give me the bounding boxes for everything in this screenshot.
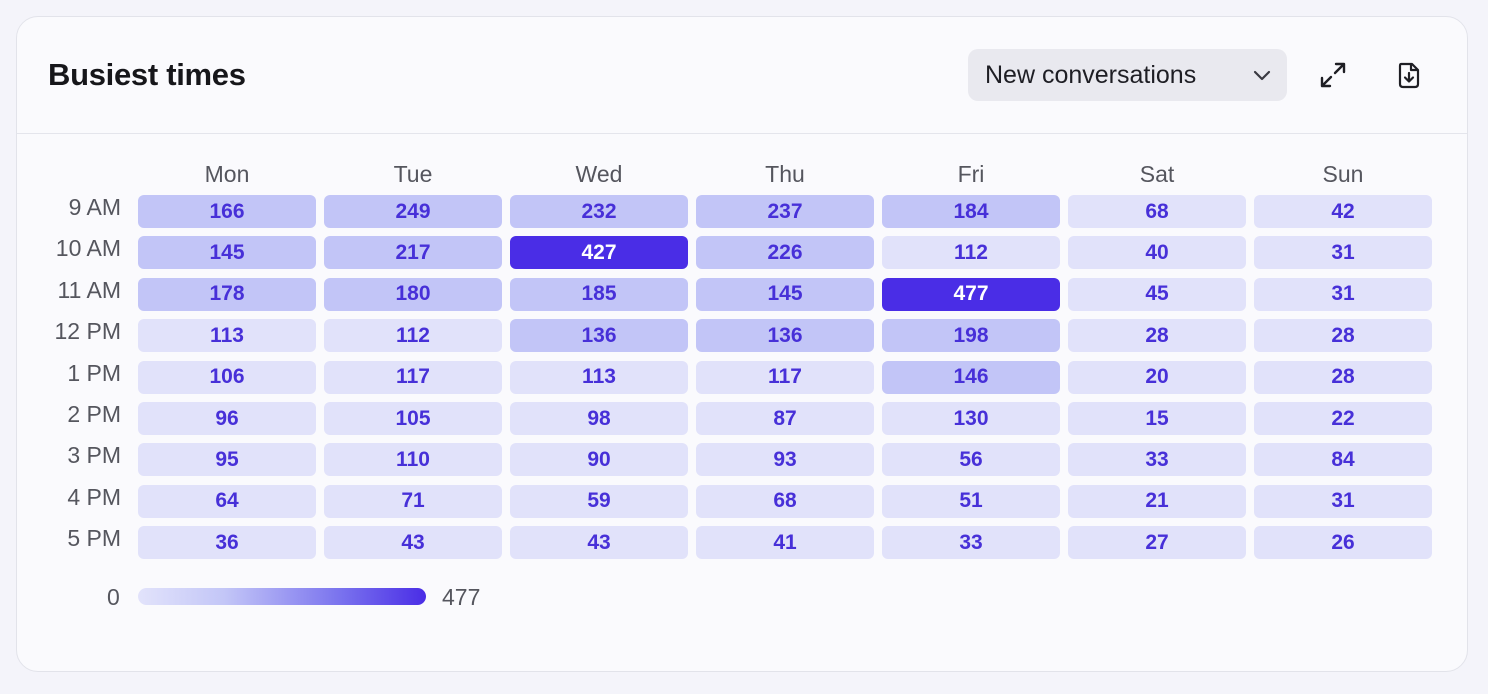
legend-gradient-bar bbox=[138, 588, 426, 605]
day-label-thu: Thu bbox=[765, 161, 805, 187]
heatmap-cell[interactable]: 113 bbox=[138, 319, 316, 353]
card-title: Busiest times bbox=[48, 57, 246, 92]
day-label-sat: Sat bbox=[1139, 161, 1175, 187]
heatmap-cell[interactable]: 232 bbox=[510, 195, 688, 228]
heatmap-cell[interactable]: 145 bbox=[138, 236, 316, 270]
hour-label: 4 PM bbox=[67, 483, 121, 510]
heatmap-cell[interactable]: 249 bbox=[324, 195, 502, 228]
heatmap-cell[interactable]: 41 bbox=[696, 526, 874, 560]
heatmap-cell[interactable]: 28 bbox=[1254, 319, 1432, 353]
heatmap-cell[interactable]: 31 bbox=[1254, 277, 1432, 311]
metric-select[interactable]: New conversations bbox=[968, 49, 1287, 101]
heatmap-grid: Mon Tue Wed Thu Fri Sat Sun 9 AM 166 249 232 237 184… bbox=[17, 133, 1467, 603]
heatmap-cell[interactable]: 477 bbox=[882, 277, 1060, 311]
heatmap-cell[interactable]: 198 bbox=[882, 319, 1060, 353]
day-label-tue: Tue bbox=[393, 161, 433, 187]
heatmap-cell[interactable]: 21 bbox=[1068, 484, 1246, 518]
heatmap-cell[interactable]: 40 bbox=[1068, 236, 1246, 270]
card-header: Busiest times New conversations bbox=[17, 17, 1467, 134]
heatmap-cell[interactable]: 33 bbox=[882, 526, 1060, 560]
heatmap-cell[interactable]: 93 bbox=[696, 443, 874, 477]
legend-min-label: 0 bbox=[107, 584, 120, 610]
heatmap-cell[interactable]: 237 bbox=[696, 195, 874, 228]
heatmap-cell[interactable]: 130 bbox=[882, 402, 1060, 435]
heatmap-cell[interactable]: 71 bbox=[324, 484, 502, 518]
heatmap-cell[interactable]: 42 bbox=[1254, 195, 1432, 228]
day-label-fri: Fri bbox=[957, 161, 985, 187]
busiest-times-card: Busiest times New conversations Mon Tue We… bbox=[16, 16, 1468, 672]
heatmap-cell[interactable]: 20 bbox=[1068, 360, 1246, 394]
heatmap-cell[interactable]: 112 bbox=[882, 236, 1060, 270]
heatmap-cell[interactable]: 106 bbox=[138, 360, 316, 394]
heatmap-cell[interactable]: 59 bbox=[510, 484, 688, 518]
hour-label: 3 PM bbox=[67, 442, 121, 469]
hour-label: 11 AM bbox=[57, 276, 122, 303]
heatmap-cell[interactable]: 110 bbox=[324, 443, 502, 477]
heatmap-cell[interactable]: 31 bbox=[1254, 236, 1432, 270]
hour-label: 12 PM bbox=[54, 318, 121, 345]
heatmap-cell[interactable]: 36 bbox=[138, 526, 316, 560]
heatmap-cell[interactable]: 64 bbox=[138, 484, 316, 518]
heatmap-cell[interactable]: 226 bbox=[696, 236, 874, 270]
day-label-mon: Mon bbox=[204, 161, 250, 187]
heatmap-cell[interactable]: 28 bbox=[1254, 360, 1432, 394]
heatmap-cell[interactable]: 184 bbox=[882, 195, 1060, 228]
heatmap-cell[interactable]: 51 bbox=[882, 484, 1060, 518]
heatmap-cell[interactable]: 145 bbox=[696, 277, 874, 311]
day-label-wed: Wed bbox=[575, 161, 623, 187]
heatmap-cell[interactable]: 22 bbox=[1254, 402, 1432, 435]
heatmap-cell[interactable]: 117 bbox=[696, 360, 874, 394]
download-file-icon bbox=[1398, 62, 1420, 89]
heatmap-cell[interactable]: 117 bbox=[324, 360, 502, 394]
heatmap-cell[interactable]: 95 bbox=[138, 443, 316, 477]
expand-button[interactable] bbox=[1313, 55, 1353, 95]
heatmap-cell[interactable]: 26 bbox=[1254, 526, 1432, 560]
chevron-down-icon bbox=[1253, 70, 1271, 81]
heatmap-cell[interactable]: 178 bbox=[138, 277, 316, 311]
hour-label: 9 AM bbox=[68, 194, 121, 220]
heatmap-cell[interactable]: 68 bbox=[696, 484, 874, 518]
heatmap-cell[interactable]: 112 bbox=[324, 319, 502, 353]
heatmap-cell[interactable]: 185 bbox=[510, 277, 688, 311]
heatmap-cell[interactable]: 96 bbox=[138, 402, 316, 435]
hour-label: 10 AM bbox=[55, 235, 121, 262]
heatmap-cell[interactable]: 45 bbox=[1068, 277, 1246, 311]
expand-icon bbox=[1320, 62, 1346, 88]
heatmap-cell[interactable]: 87 bbox=[696, 402, 874, 435]
heatmap-cell[interactable]: 217 bbox=[324, 236, 502, 270]
heatmap-cell[interactable]: 105 bbox=[324, 402, 502, 435]
heatmap-cell[interactable]: 98 bbox=[510, 402, 688, 435]
heatmap-cell[interactable]: 27 bbox=[1068, 526, 1246, 560]
hour-label: 5 PM bbox=[67, 525, 121, 552]
heatmap-cell[interactable]: 31 bbox=[1254, 484, 1432, 518]
heatmap-cell[interactable]: 136 bbox=[696, 319, 874, 353]
day-label-sun: Sun bbox=[1322, 161, 1364, 187]
heatmap-cell[interactable]: 113 bbox=[510, 360, 688, 394]
legend-max-label: 477 bbox=[442, 584, 481, 610]
heatmap-cell[interactable]: 146 bbox=[882, 360, 1060, 394]
hour-label: 2 PM bbox=[67, 401, 121, 427]
heatmap-cell[interactable]: 15 bbox=[1068, 402, 1246, 435]
heatmap-cell[interactable]: 43 bbox=[324, 526, 502, 560]
heatmap-cell[interactable]: 43 bbox=[510, 526, 688, 560]
metric-select-value: New conversations bbox=[985, 61, 1197, 89]
heatmap-cell[interactable]: 28 bbox=[1068, 319, 1246, 353]
heatmap-cell[interactable]: 166 bbox=[138, 195, 316, 228]
heatmap-cell[interactable]: 180 bbox=[324, 277, 502, 311]
heatmap-cell[interactable]: 68 bbox=[1068, 195, 1246, 228]
heatmap-cell[interactable]: 136 bbox=[510, 319, 688, 353]
hour-label: 1 PM bbox=[67, 359, 121, 386]
heatmap-cell[interactable]: 84 bbox=[1254, 443, 1432, 477]
heatmap-cell[interactable]: 33 bbox=[1068, 443, 1246, 477]
heatmap-cell[interactable]: 427 bbox=[510, 236, 688, 270]
heatmap-cell[interactable]: 90 bbox=[510, 443, 688, 477]
download-button[interactable] bbox=[1389, 55, 1429, 95]
heatmap-cell[interactable]: 56 bbox=[882, 443, 1060, 477]
